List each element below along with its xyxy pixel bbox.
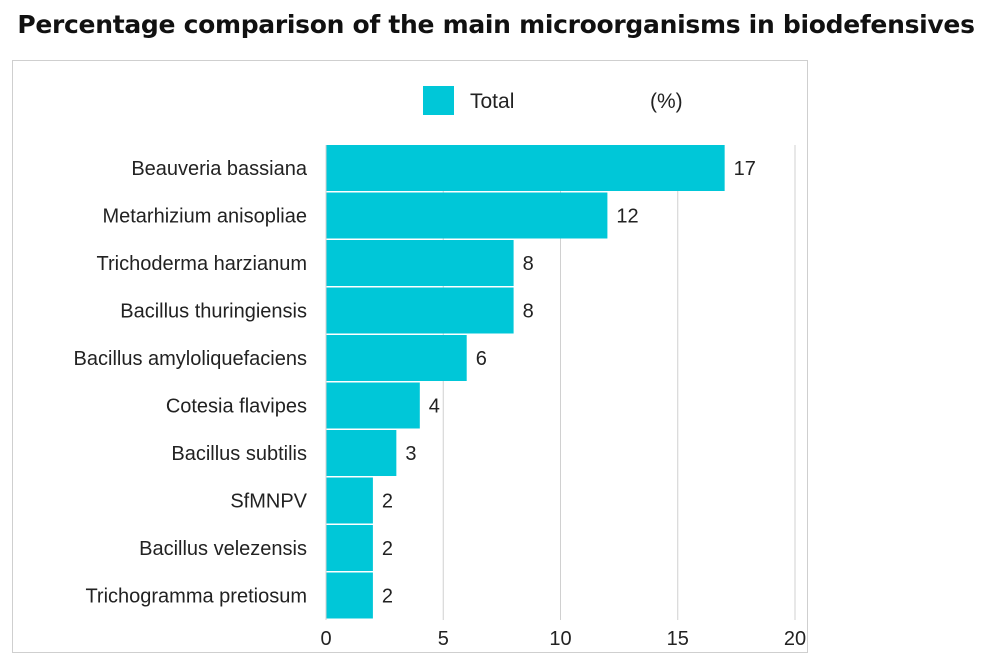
- value-label: 12: [616, 206, 638, 228]
- x-tick-label: 15: [667, 628, 689, 650]
- bar-sfmnpv: [326, 477, 373, 524]
- legend-swatch-total: [423, 86, 454, 115]
- category-label: Bacillus thuringiensis: [120, 301, 307, 323]
- labels-layer: Beauveria bassiana 17 Metarhizium anisopli…: [74, 158, 756, 608]
- category-label: Cotesia flavipes: [166, 396, 307, 418]
- bar-metarhizium-anisopliae: [326, 192, 608, 239]
- category-label: Bacillus subtilis: [171, 443, 307, 465]
- category-label: Trichogramma pretiosum: [85, 586, 307, 608]
- bar-beauveria-bassiana: [326, 145, 725, 191]
- value-label: 3: [405, 443, 416, 465]
- x-tick-label: 10: [549, 628, 571, 650]
- value-label: 6: [476, 348, 487, 370]
- category-label: Bacillus amyloliquefaciens: [74, 348, 307, 370]
- x-axis: 0 5 10 15 20: [320, 145, 806, 650]
- value-label: 2: [382, 491, 393, 513]
- bar-cotesia-flavipes: [326, 382, 420, 429]
- value-label: 8: [523, 253, 534, 275]
- chart-title: Percentage comparison of the main microo…: [17, 10, 975, 39]
- legend: Total (%): [423, 86, 683, 115]
- bar-bacillus-amyloliquefaciens: [326, 335, 467, 381]
- bar-bacillus-velezensis: [326, 525, 373, 571]
- value-label: 4: [429, 396, 440, 418]
- value-label: 17: [734, 158, 756, 180]
- category-label: Metarhizium anisopliae: [102, 206, 307, 228]
- x-tick-label: 5: [438, 628, 449, 650]
- plot-frame: [12, 60, 808, 653]
- value-label: 2: [382, 538, 393, 560]
- bar-trichogramma-pretiosum: [326, 572, 373, 619]
- legend-label-total: Total: [470, 90, 514, 113]
- x-tick-label: 20: [784, 628, 806, 650]
- bars-layer: [326, 145, 725, 619]
- category-label: Bacillus velezensis: [139, 538, 307, 560]
- category-label: Beauveria bassiana: [131, 158, 308, 180]
- bar-bacillus-subtilis: [326, 430, 397, 476]
- x-tick-label: 0: [320, 628, 331, 650]
- category-label: Trichoderma harzianum: [97, 253, 307, 275]
- legend-unit-label: (%): [650, 90, 683, 113]
- value-label: 2: [382, 586, 393, 608]
- value-label: 8: [523, 301, 534, 323]
- bar-trichoderma-harzianum: [326, 240, 514, 286]
- bar-bacillus-thuringiensis: [326, 287, 514, 334]
- category-label: SfMNPV: [230, 491, 307, 513]
